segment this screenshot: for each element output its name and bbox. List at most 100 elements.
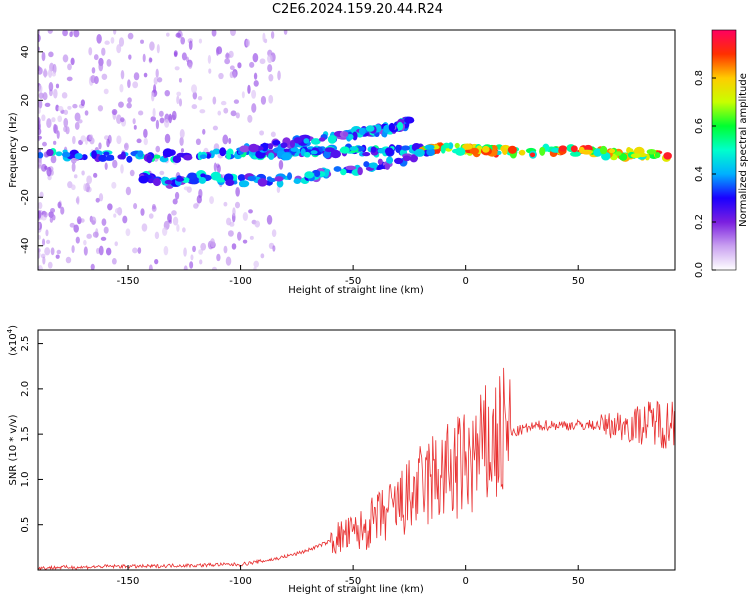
noise-mark xyxy=(268,94,274,104)
trace-mark xyxy=(330,149,341,159)
noise-mark xyxy=(142,53,146,63)
trace-mark xyxy=(219,147,227,157)
noise-mark xyxy=(216,164,221,174)
noise-mark xyxy=(249,235,254,240)
trace-mark xyxy=(304,151,311,158)
colorbar-ticks: 0.0 0.2 0.4 0.6 0.8 xyxy=(694,70,716,278)
noise-mark xyxy=(112,159,118,169)
trace-mark xyxy=(608,148,616,154)
snr-marks xyxy=(38,367,675,570)
noise-mark xyxy=(53,88,58,99)
noise-mark xyxy=(73,224,79,233)
noise-mark xyxy=(56,249,62,255)
noise-mark xyxy=(153,77,158,85)
trace-mark xyxy=(138,175,149,184)
noise-mark xyxy=(104,40,110,45)
y-tick-label: 40 xyxy=(20,45,31,58)
noise-mark xyxy=(46,118,52,129)
noise-mark xyxy=(251,103,257,113)
noise-mark xyxy=(45,229,49,237)
noise-mark xyxy=(90,216,97,226)
noise-mark xyxy=(232,207,236,217)
noise-mark xyxy=(104,162,108,170)
noise-mark xyxy=(226,217,232,226)
trace-mark xyxy=(507,145,517,154)
noise-mark xyxy=(199,259,203,265)
colorbar-tick-label: 0.6 xyxy=(694,118,705,134)
trace-mark xyxy=(257,178,268,187)
noise-mark xyxy=(267,64,273,73)
noise-mark xyxy=(69,222,75,228)
noise-mark xyxy=(149,41,155,51)
noise-mark xyxy=(167,213,172,223)
noise-mark xyxy=(127,79,131,89)
noise-mark xyxy=(70,57,75,66)
trace-mark xyxy=(365,125,375,132)
noise-mark xyxy=(62,54,69,63)
noise-mark xyxy=(101,73,108,80)
noise-mark xyxy=(98,142,102,150)
snr-y-label: SNR (10 * v/v) xyxy=(8,414,19,485)
noise-mark xyxy=(55,83,60,89)
noise-mark xyxy=(176,91,182,97)
noise-mark xyxy=(179,136,184,147)
noise-mark xyxy=(179,129,185,139)
noise-mark xyxy=(51,117,56,123)
noise-mark xyxy=(50,247,55,256)
trace-mark xyxy=(200,173,206,178)
trace-mark xyxy=(646,148,657,155)
y-tick-label: 1.5 xyxy=(20,426,31,442)
trace-mark xyxy=(424,144,435,150)
noise-mark xyxy=(51,71,57,77)
trace-mark xyxy=(388,122,396,132)
noise-mark xyxy=(254,220,261,228)
noise-mark xyxy=(38,136,41,142)
noise-mark xyxy=(38,201,43,210)
noise-mark xyxy=(223,107,229,114)
trace-mark xyxy=(238,180,250,188)
trace-mark xyxy=(426,148,435,157)
noise-mark xyxy=(143,128,148,139)
trace-mark xyxy=(38,152,44,159)
trace-mark xyxy=(397,121,404,131)
noise-mark xyxy=(118,101,124,108)
x-tick-label: 0 xyxy=(462,576,468,587)
trace-mark xyxy=(225,179,235,187)
noise-mark xyxy=(45,239,51,245)
noise-mark xyxy=(61,92,68,99)
trace-mark xyxy=(377,158,383,165)
noise-mark xyxy=(126,102,132,109)
noise-mark xyxy=(83,183,87,192)
trace-mark xyxy=(323,150,331,159)
x-tick-label: 0 xyxy=(462,276,468,287)
trace-mark xyxy=(654,152,661,159)
noise-mark xyxy=(122,215,128,224)
noise-mark xyxy=(57,106,64,112)
trace-mark xyxy=(146,154,153,164)
noise-mark xyxy=(38,235,41,240)
trace-mark xyxy=(370,146,377,153)
noise-mark xyxy=(168,113,172,124)
noise-mark xyxy=(188,62,193,69)
noise-mark xyxy=(40,163,47,172)
spectrogram-panel: -150 -100 -50 0 50 40 20 0 -20 -40 Height of str… xyxy=(8,29,676,296)
noise-mark xyxy=(153,84,157,94)
noise-mark xyxy=(148,213,154,219)
noise-mark xyxy=(116,135,122,145)
noise-mark xyxy=(114,241,118,247)
noise-mark xyxy=(71,184,76,191)
noise-mark xyxy=(216,47,220,56)
noise-mark xyxy=(106,58,112,67)
noise-mark xyxy=(251,89,257,99)
trace-mark xyxy=(581,150,592,155)
noise-mark xyxy=(210,238,215,248)
noise-mark xyxy=(283,30,288,35)
noise-mark xyxy=(197,96,203,101)
colorbar-tick-label: 0.4 xyxy=(694,166,705,182)
noise-mark xyxy=(241,91,245,99)
noise-mark xyxy=(172,198,178,205)
noise-mark xyxy=(132,118,136,125)
noise-mark xyxy=(76,195,80,205)
noise-mark xyxy=(114,207,121,214)
trace-mark xyxy=(529,152,536,158)
